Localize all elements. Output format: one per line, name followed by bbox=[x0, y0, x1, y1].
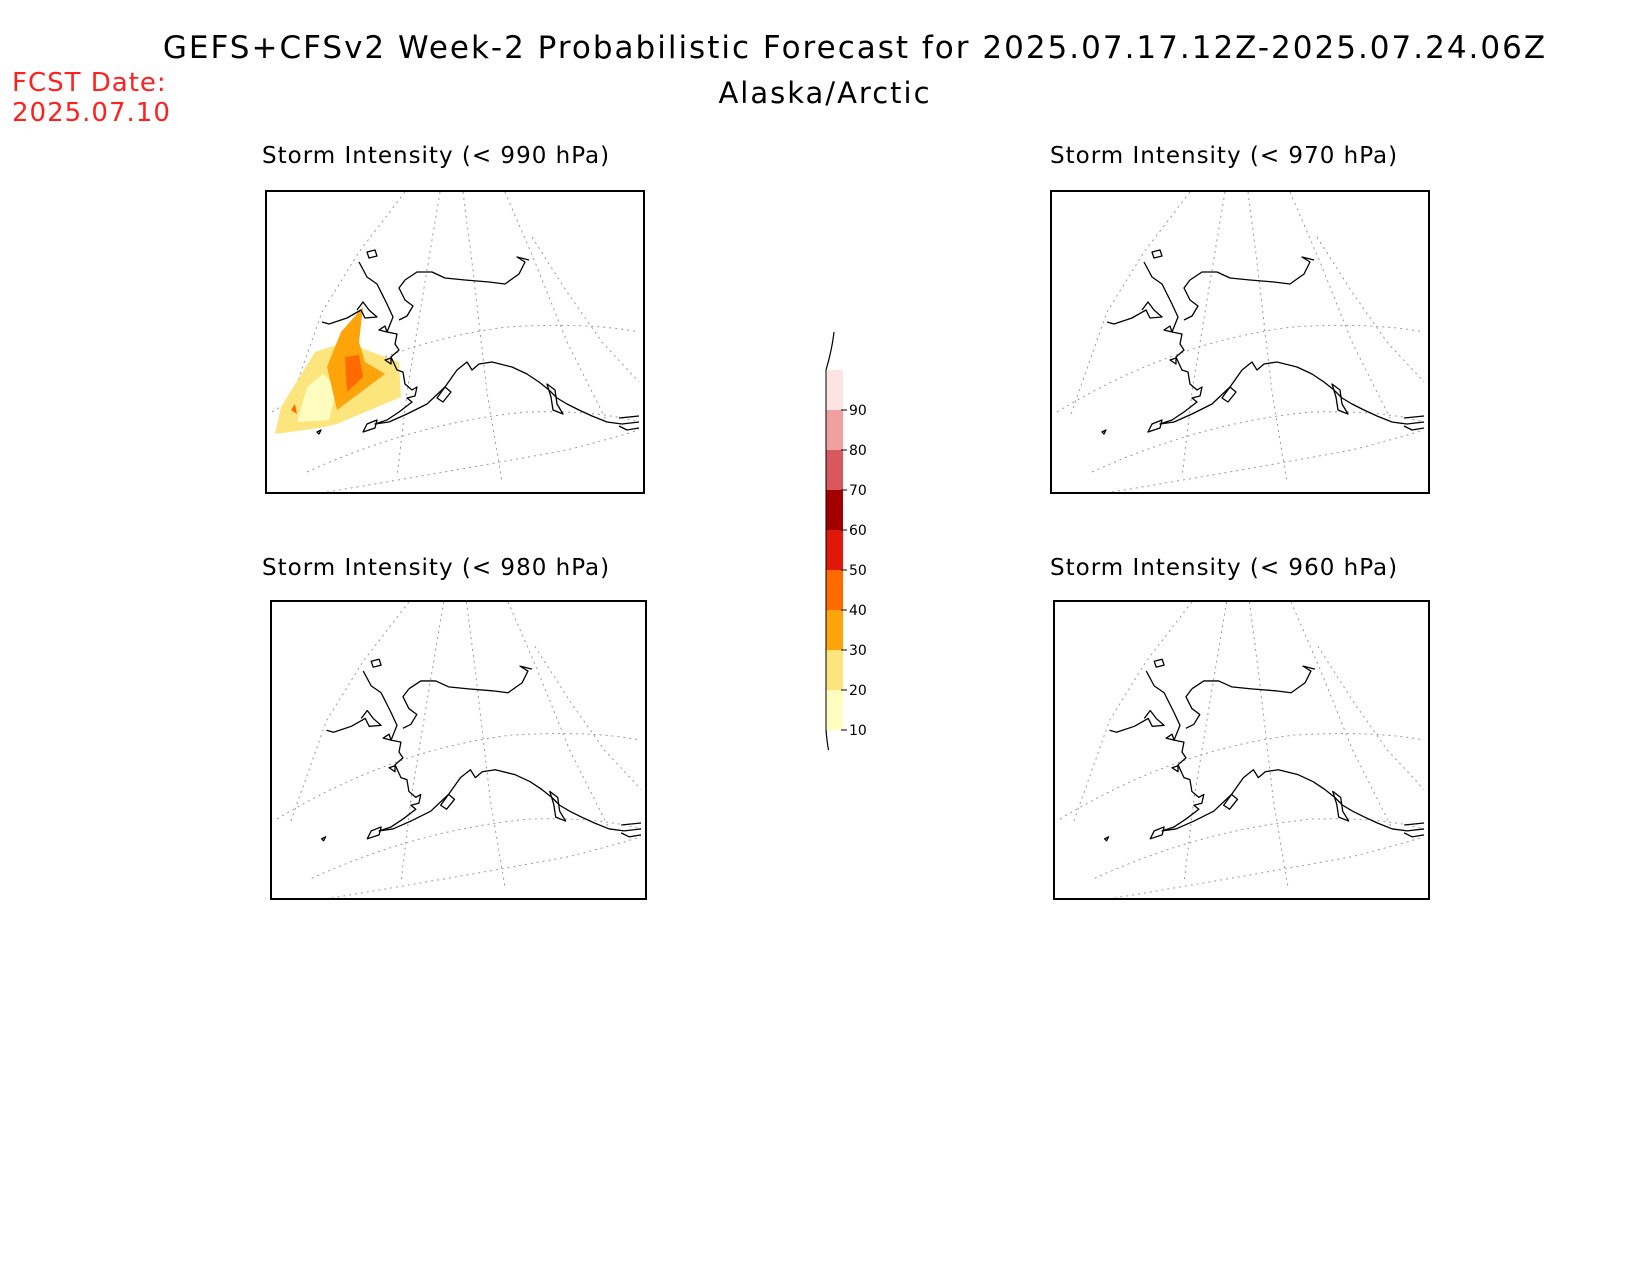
colorbar-swatch bbox=[826, 370, 843, 410]
colorbar-tick-label: 10 bbox=[849, 723, 867, 739]
colorbar-swatch bbox=[826, 690, 843, 730]
colorbar-tick-label: 70 bbox=[849, 483, 867, 499]
forecast-date-value: 2025.07.10 bbox=[12, 98, 171, 128]
panel-title-970: Storm Intensity (< 970 hPa) bbox=[1050, 143, 1399, 169]
map-panel-970 bbox=[1050, 190, 1430, 494]
panel-title-960: Storm Intensity (< 960 hPa) bbox=[1050, 555, 1399, 581]
colorbar-tick-label: 90 bbox=[849, 403, 867, 419]
colorbar-swatch bbox=[826, 650, 843, 690]
map-svg-970 bbox=[1056, 192, 1425, 492]
map-panel-960 bbox=[1053, 600, 1430, 900]
colorbar-swatch bbox=[826, 410, 843, 450]
colorbar-swatch bbox=[826, 450, 843, 490]
colorbar-swatch bbox=[826, 610, 843, 650]
colorbar-tick-label: 50 bbox=[849, 563, 867, 579]
graticule bbox=[276, 602, 642, 898]
map-svg-960 bbox=[1059, 602, 1425, 898]
colorbar-bottom-tail bbox=[825, 729, 830, 750]
colorbar-tick-label: 30 bbox=[849, 643, 867, 659]
graticule bbox=[1056, 192, 1425, 492]
colorbar-top-tail bbox=[825, 331, 835, 371]
colorbar-tick-label: 80 bbox=[849, 443, 867, 459]
colorbar-tick-label: 20 bbox=[849, 683, 867, 699]
graticule bbox=[271, 192, 640, 492]
map-svg-990 bbox=[271, 192, 640, 492]
map-panel-990 bbox=[265, 190, 645, 494]
colorbar-swatch bbox=[826, 530, 843, 570]
panel-title-990: Storm Intensity (< 990 hPa) bbox=[262, 143, 611, 169]
probability-shading bbox=[275, 307, 401, 434]
colorbar-swatch bbox=[826, 570, 843, 610]
coastline bbox=[1103, 658, 1425, 842]
colorbar-swatch bbox=[826, 490, 843, 530]
colorbar-tick-label: 60 bbox=[849, 523, 867, 539]
forecast-date-label: FCST Date: bbox=[12, 68, 167, 98]
map-svg-980 bbox=[276, 602, 642, 898]
coastline bbox=[316, 249, 640, 435]
coastline bbox=[1101, 249, 1425, 435]
graticule bbox=[1059, 602, 1425, 898]
main-title: GEFS+CFSv2 Week-2 Probabilistic Forecast… bbox=[162, 30, 1548, 66]
map-panel-980 bbox=[270, 600, 647, 900]
panel-title-980: Storm Intensity (< 980 hPa) bbox=[262, 555, 611, 581]
colorbar-tick-label: 40 bbox=[849, 603, 867, 619]
probability-colorbar: 10 20 30 40 50 60 70 80 90 bbox=[825, 331, 867, 750]
region-subtitle: Alaska/Arctic bbox=[718, 76, 932, 110]
coastline bbox=[320, 658, 642, 842]
